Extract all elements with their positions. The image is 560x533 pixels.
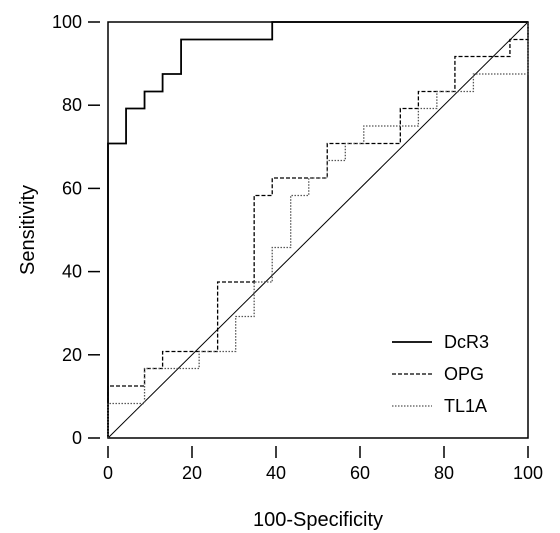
- x-tick-label: 60: [350, 463, 370, 483]
- y-axis-label: Sensitivity: [17, 185, 39, 275]
- plot-area: 0 20 40 60 80 100 0 20 40 60 80 100: [52, 12, 543, 483]
- legend: DcR3 OPG TL1A: [392, 332, 489, 416]
- y-axis: 0 20 40 60 80 100: [52, 12, 100, 448]
- y-tick-label: 20: [62, 345, 82, 365]
- y-tick-label: 40: [62, 262, 82, 282]
- x-tick-label: 20: [182, 463, 202, 483]
- series-lines: [107, 21, 529, 438]
- x-axis: 0 20 40 60 80 100: [103, 446, 543, 483]
- legend-label-tl1a: TL1A: [444, 396, 487, 416]
- y-tick-label: 0: [72, 428, 82, 448]
- series-line-tl1a: [107, 22, 529, 438]
- x-tick-label: 100: [513, 463, 543, 483]
- x-tick-label: 40: [266, 463, 286, 483]
- series-line-dcr3: [107, 21, 528, 438]
- legend-label-dcr3: DcR3: [444, 332, 489, 352]
- y-tick-label: 80: [62, 95, 82, 115]
- x-tick-label: 0: [103, 463, 113, 483]
- x-axis-label: 100-Specificity: [253, 509, 383, 531]
- legend-label-opg: OPG: [444, 364, 484, 384]
- y-tick-label: 60: [62, 178, 82, 198]
- y-tick-label: 100: [52, 12, 82, 32]
- x-tick-label: 80: [434, 463, 454, 483]
